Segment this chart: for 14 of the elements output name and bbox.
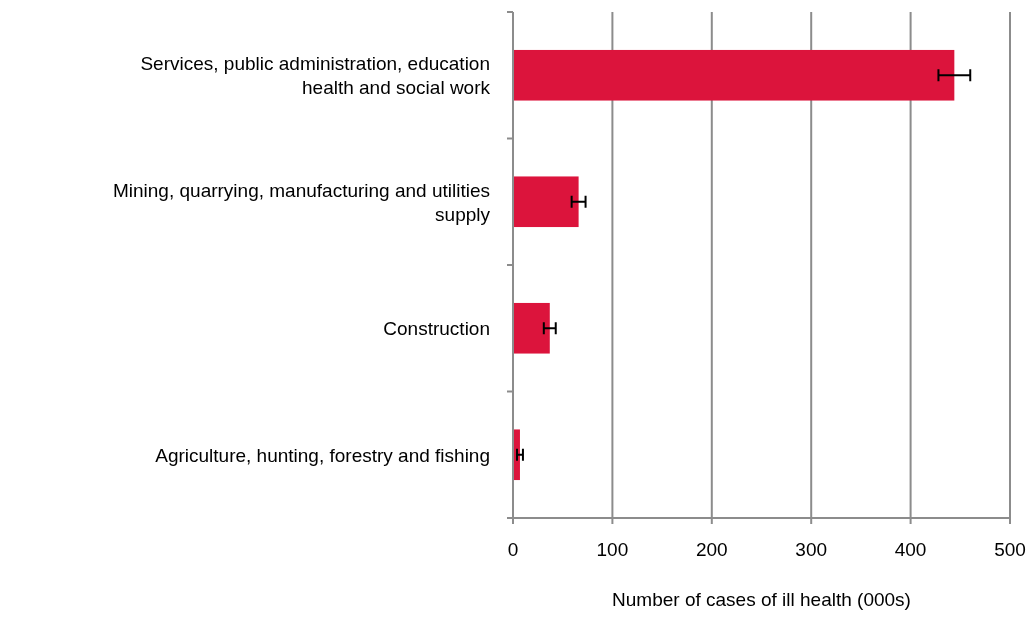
x-tick-label: 300: [795, 539, 828, 560]
y-tick-label: Construction: [383, 318, 490, 340]
x-tick-label: 100: [596, 539, 629, 560]
bar: [513, 302, 550, 354]
x-tick-label: 0: [507, 539, 519, 560]
x-tick-label: 200: [695, 539, 728, 560]
bar: [513, 49, 955, 101]
bar: [513, 176, 579, 228]
y-tick-label: Agriculture, hunting, forestry and fishing: [155, 444, 490, 466]
x-axis-title: Number of cases of ill health (000s): [612, 589, 911, 610]
y-tick-label: Services, public administration, education health and social work: [140, 53, 491, 99]
y-tick-label: Mining, quarrying, manufacturing and utilities supply: [112, 179, 491, 225]
x-tick-label: 400: [894, 539, 927, 560]
x-tick-label: 500: [994, 539, 1026, 560]
